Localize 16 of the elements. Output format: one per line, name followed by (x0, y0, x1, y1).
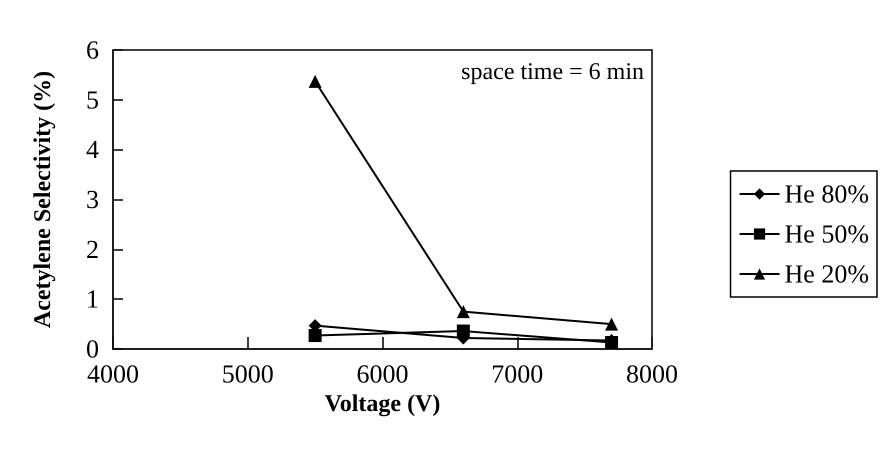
x-tick-label: 5000 (222, 360, 274, 388)
legend-label: He 20% (784, 260, 870, 288)
legend-label: He 50% (784, 220, 870, 248)
y-tick-label: 3 (86, 185, 99, 214)
x-axis-title: Voltage (V) (324, 390, 440, 417)
x-tick-label: 7000 (491, 360, 544, 388)
y-tick-label: 4 (86, 135, 99, 164)
y-tick-label: 5 (86, 85, 99, 114)
y-axis-title: Acetylene Selectivity (%) (30, 70, 56, 328)
y-tick-label: 2 (86, 234, 99, 264)
annotation: space time = 6 min (461, 59, 644, 85)
legend-label: He 80% (784, 180, 870, 208)
x-tick-label: 6000 (356, 360, 408, 388)
y-tick-label: 6 (86, 36, 99, 64)
x-tick-label: 8000 (626, 360, 678, 388)
y-tick-label: 1 (86, 284, 99, 314)
